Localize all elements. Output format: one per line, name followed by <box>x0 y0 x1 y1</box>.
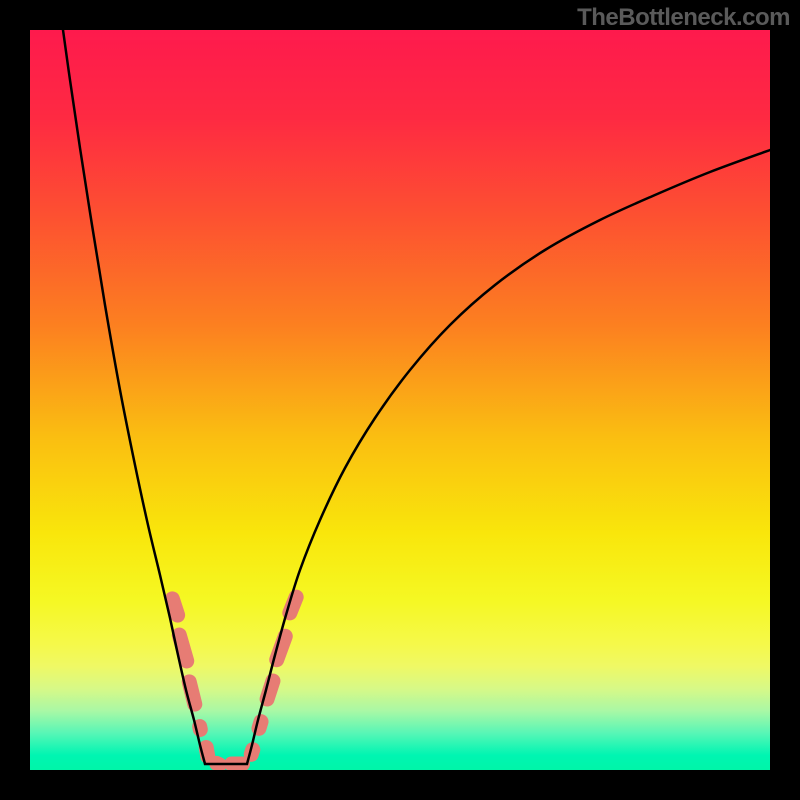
chart-frame: TheBottleneck.com <box>0 0 800 800</box>
chart-svg <box>0 0 800 800</box>
watermark-text: TheBottleneck.com <box>577 4 790 32</box>
gradient-background <box>30 30 770 770</box>
plot-area <box>30 30 770 775</box>
